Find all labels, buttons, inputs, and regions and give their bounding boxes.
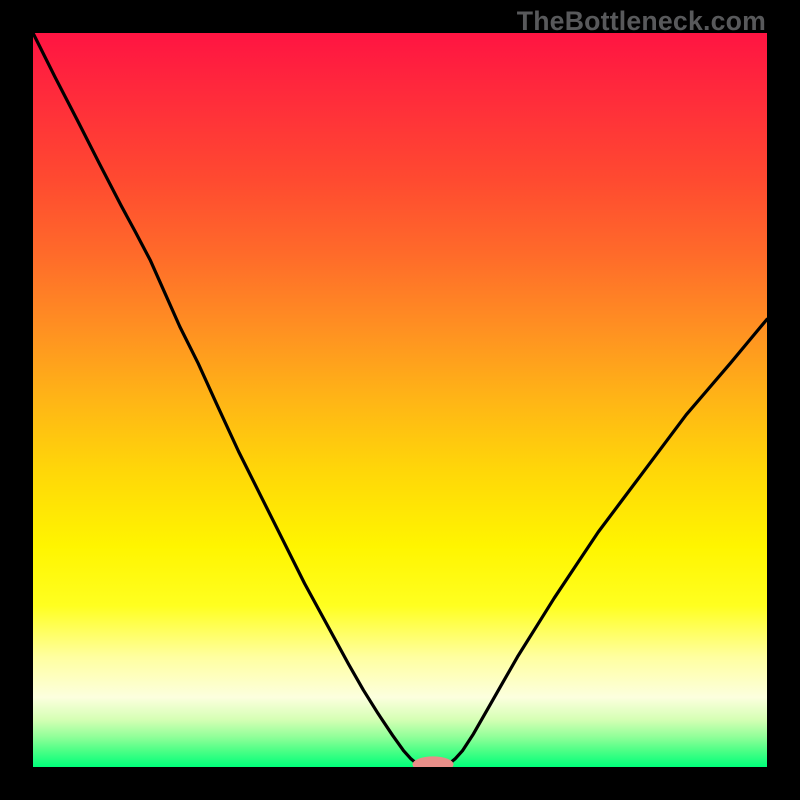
plot-area — [33, 33, 767, 767]
chart-frame: TheBottleneck.com — [0, 0, 800, 800]
bottleneck-curve — [33, 33, 767, 765]
curve-layer — [33, 33, 767, 767]
minimum-marker — [412, 756, 453, 767]
